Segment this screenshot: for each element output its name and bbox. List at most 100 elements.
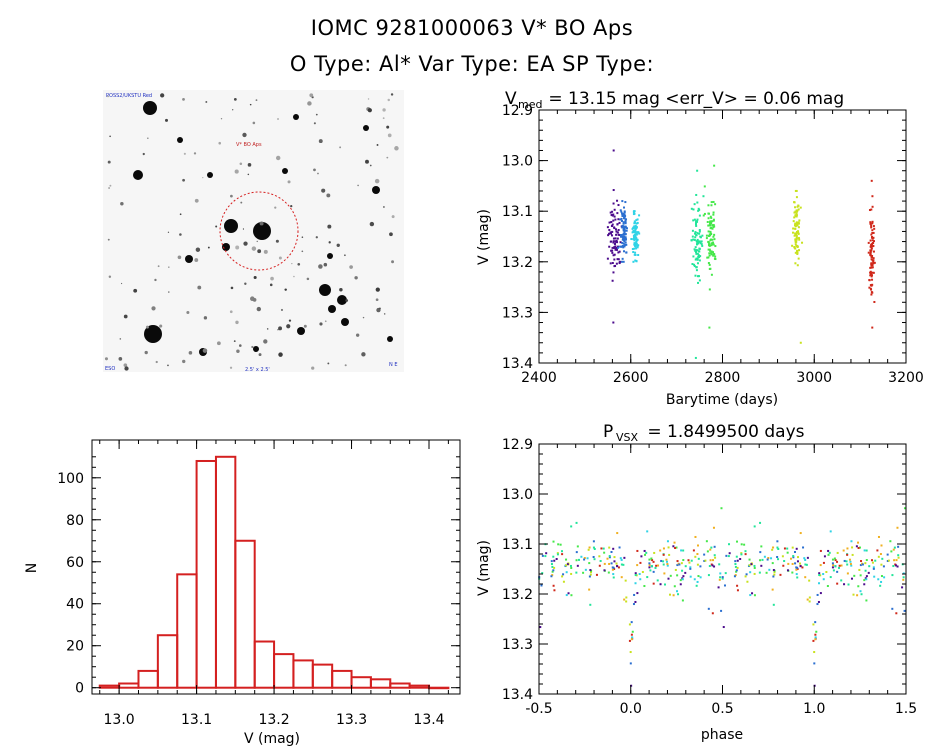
phase-point: [652, 582, 655, 585]
lc-point: [709, 234, 712, 237]
phase-point: [829, 576, 832, 579]
phase-point: [721, 576, 724, 579]
phase-point: [634, 574, 637, 577]
y-tick-label: 13.3: [502, 305, 533, 321]
lc-point: [635, 222, 638, 225]
lc-point: [697, 281, 700, 284]
phase-point: [618, 546, 621, 549]
phase-point: [819, 564, 822, 567]
phase-point: [620, 576, 623, 579]
lc-point: [794, 189, 797, 192]
phase-point: [641, 571, 644, 574]
phase-point: [592, 540, 595, 543]
phase-point: [753, 572, 756, 575]
finder-star: [327, 253, 333, 259]
lc-point: [870, 245, 873, 248]
phase-point: [753, 566, 756, 569]
phase-point: [727, 555, 730, 558]
finder-star: [107, 160, 111, 164]
phase-point: [812, 623, 815, 626]
phase-point: [857, 547, 860, 550]
phase-point: [689, 567, 692, 570]
phase-point: [760, 564, 763, 567]
lc-point: [694, 232, 697, 235]
phase-point: [803, 557, 806, 560]
lc-point: [871, 245, 874, 248]
lc-point: [795, 215, 798, 218]
phase-point: [545, 552, 548, 555]
finder-star: [230, 194, 233, 198]
phase-point: [759, 551, 762, 554]
phase-point: [846, 547, 849, 550]
phase-point: [613, 560, 616, 563]
lc-point: [623, 229, 626, 232]
lc-point: [616, 241, 619, 244]
finder-star: [297, 327, 305, 335]
lc-point: [635, 241, 638, 244]
finder-star: [382, 206, 385, 208]
phase-point: [745, 573, 748, 576]
finder-star: [216, 341, 221, 346]
lc-point: [798, 238, 801, 241]
finder-star: [374, 178, 380, 184]
phase-point: [711, 612, 714, 615]
finder-star: [133, 170, 143, 180]
lc-point: [690, 239, 693, 242]
lc-point: [708, 212, 711, 215]
lc-point: [618, 250, 621, 253]
phase-point: [880, 580, 883, 583]
phase-point: [722, 626, 725, 629]
phase-point: [692, 549, 695, 552]
phase-point: [794, 562, 797, 565]
phase-point: [576, 545, 579, 548]
phase-point: [829, 530, 832, 533]
lc-point: [701, 234, 704, 237]
finder-star: [242, 228, 245, 230]
lc-point: [625, 227, 628, 230]
lc-point: [616, 212, 619, 215]
finder-star: [324, 320, 327, 323]
finder-star: [205, 101, 208, 103]
phase-point: [575, 559, 578, 562]
hist-bars: [98, 455, 450, 690]
lc-point: [624, 222, 627, 225]
lc-point: [714, 245, 717, 248]
phase-point: [847, 583, 850, 586]
phase-point: [666, 564, 669, 567]
finder-star: [144, 350, 148, 355]
finder-star: [239, 162, 243, 165]
finder-star: [284, 288, 287, 291]
finder-star: [194, 258, 199, 262]
lc-point: [613, 208, 616, 211]
y-tick-label: 13.2: [502, 587, 533, 603]
lc-point: [612, 321, 615, 324]
lc-point: [609, 211, 612, 214]
phase-point: [684, 565, 687, 568]
phase-point: [651, 559, 654, 562]
phase-point: [653, 551, 656, 554]
phase-point: [676, 574, 679, 577]
lc-point: [621, 226, 624, 229]
phase-point: [703, 553, 706, 556]
phase-point: [611, 566, 614, 569]
phase-point: [791, 571, 794, 574]
phase-point: [648, 558, 651, 561]
finder-star: [327, 362, 330, 365]
lc-point: [794, 232, 797, 235]
phase-point: [565, 564, 568, 567]
phase-point: [570, 525, 573, 528]
phase-point: [559, 543, 562, 546]
phase-point: [639, 578, 642, 581]
phase-ylabel: V (mag): [476, 540, 492, 596]
finder-star: [390, 93, 394, 96]
phase-title-main: P: [603, 422, 613, 442]
lc-point: [633, 253, 636, 256]
lc-point: [871, 222, 874, 225]
phase-point: [783, 559, 786, 562]
phase-point: [631, 636, 634, 639]
phase-point: [643, 549, 646, 552]
finder-star: [357, 184, 359, 187]
phase-point: [749, 594, 752, 597]
phase-point: [865, 578, 868, 581]
lc-point: [634, 238, 637, 241]
